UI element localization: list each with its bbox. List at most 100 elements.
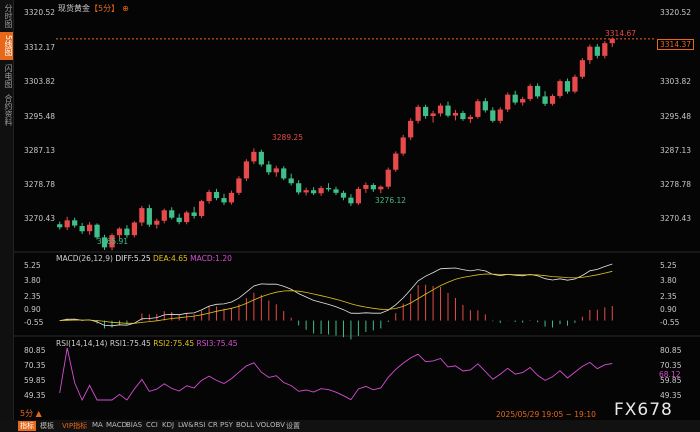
indicator-tab[interactable]: KDJ	[162, 421, 175, 429]
candle-body	[408, 120, 414, 138]
chart-title: 现货黄金【5分】 ⊕	[58, 3, 129, 14]
rsi-params: RSI(14,14,14)	[56, 339, 108, 348]
sidebar-item-kline[interactable]: 5线图	[0, 32, 13, 60]
indicator-tab[interactable]: MA	[92, 421, 103, 429]
macd-axis-label: 0.90	[24, 305, 41, 314]
candle-body	[378, 186, 384, 190]
candle-body	[303, 190, 309, 193]
macd-axis-label: 2.35	[660, 292, 677, 301]
candle-body	[161, 210, 167, 221]
macd-dea-line	[59, 270, 613, 324]
rsi-axis-label: 59.85	[24, 376, 46, 385]
indicator-tab[interactable]: MACD	[106, 421, 127, 429]
candle-body	[266, 164, 272, 173]
candle-body	[228, 192, 235, 203]
candle-body	[139, 208, 145, 223]
indicator-tab[interactable]: BIAS	[126, 421, 143, 429]
annotation-low0: 3265.91	[97, 237, 129, 246]
candle-body	[422, 106, 429, 117]
price-axis-right-label: 3295.48	[660, 112, 692, 121]
macd-diff-line	[59, 263, 613, 327]
candle-body	[370, 184, 376, 190]
macd-axis-label: 2.35	[24, 292, 41, 301]
indicator-tab[interactable]: 设置	[286, 422, 300, 430]
indicator-tab[interactable]: VOL	[256, 421, 271, 429]
candle-body	[415, 106, 421, 121]
instrument-name: 现货黄金	[58, 4, 90, 13]
candle-body	[564, 81, 571, 92]
indicator-tab[interactable]: CR	[208, 421, 218, 429]
indicator-tab[interactable]: VIP指标	[62, 422, 88, 430]
candle-body	[549, 95, 556, 104]
candle-body	[490, 110, 496, 121]
indicator-tab[interactable]: 指标	[18, 421, 36, 431]
indicator-tab[interactable]: OBV	[270, 421, 285, 429]
candle-body	[355, 188, 362, 204]
candle-body	[251, 151, 257, 162]
price-axis-right-label: 3270.43	[660, 214, 692, 223]
candle-body	[191, 212, 197, 216]
left-sidebar: 分时图 5线图 闪电图 合约资料	[0, 0, 14, 432]
candle-body	[101, 237, 108, 248]
indicator-tab[interactable]: BOLL	[236, 421, 254, 429]
candle-body	[131, 222, 138, 236]
candle-body	[57, 224, 63, 228]
macd-value: MACD:1.20	[190, 254, 232, 263]
candle-body	[296, 183, 302, 193]
indicator-tab[interactable]: CCI	[146, 421, 158, 429]
candle-body	[572, 76, 578, 92]
candle-body	[281, 168, 287, 179]
candle-body	[221, 198, 227, 203]
period-label[interactable]: 5分 ▲	[20, 409, 42, 418]
annotation-high: 3314.67	[605, 29, 637, 38]
price-axis-left-label: 3312.17	[24, 43, 56, 52]
macd-params: MACD(26,12,9)	[56, 254, 113, 263]
indicator-tab[interactable]: RSI	[194, 421, 206, 429]
interval-label: 【5分】	[90, 4, 120, 13]
price-axis-left-label: 3295.48	[24, 112, 56, 121]
candle-body	[475, 101, 481, 117]
price-axis-left-label: 3320.52	[24, 8, 56, 17]
macd-diff: DIFF:5.25	[115, 254, 151, 263]
indicator-toolbar	[0, 420, 700, 432]
candle-body	[534, 85, 541, 97]
indicator-tab[interactable]: PSY	[220, 421, 233, 429]
price-axis-right-label: 3287.13	[660, 146, 692, 155]
macd-axis-label: 0.90	[660, 305, 677, 314]
candle-body	[385, 169, 391, 187]
indicator-tab[interactable]: 模板	[40, 422, 54, 430]
candle-body	[452, 112, 459, 116]
candle-body	[94, 224, 100, 238]
macd-axis-label: 5.25	[24, 261, 41, 270]
candle-body	[243, 161, 250, 179]
candle-body	[86, 224, 93, 232]
candle-body	[437, 105, 444, 114]
timestamp: 2025/05/29 19:05 ~ 19:10	[496, 410, 596, 419]
candle-body	[72, 220, 78, 226]
price-axis-left-label: 3303.82	[24, 77, 56, 86]
candle-body	[109, 235, 115, 248]
macd-axis-label: 3.80	[660, 276, 677, 285]
candle-body	[198, 201, 205, 216]
price-axis-left-label: 3270.43	[24, 214, 56, 223]
macd-legend: MACD(26,12,9) DIFF:5.25 DEA:4.65 MACD:1.…	[56, 254, 232, 263]
candle-body	[213, 191, 220, 199]
candle-body	[258, 151, 264, 165]
candle-body	[325, 188, 332, 190]
candle-body	[557, 81, 563, 96]
rsi-axis-label: 59.85	[660, 376, 682, 385]
indicator-tab[interactable]: LW&	[178, 421, 194, 429]
sidebar-item-flash[interactable]: 闪电图	[4, 64, 13, 88]
rsi-axis-label: 70.35	[24, 361, 46, 370]
macd-axis-label: 5.25	[660, 261, 677, 270]
plus-circle-icon[interactable]: ⊕	[122, 4, 129, 13]
candle-body	[512, 94, 518, 103]
sidebar-item-contract-info[interactable]: 合约资料	[4, 94, 13, 126]
sidebar-item-timeshare[interactable]: 分时图	[4, 4, 13, 28]
candle-body	[176, 217, 182, 223]
candle-body	[520, 99, 526, 103]
candle-body	[206, 191, 212, 202]
rsi-axis-label: 49.35	[24, 391, 46, 400]
candle-body	[609, 38, 615, 44]
